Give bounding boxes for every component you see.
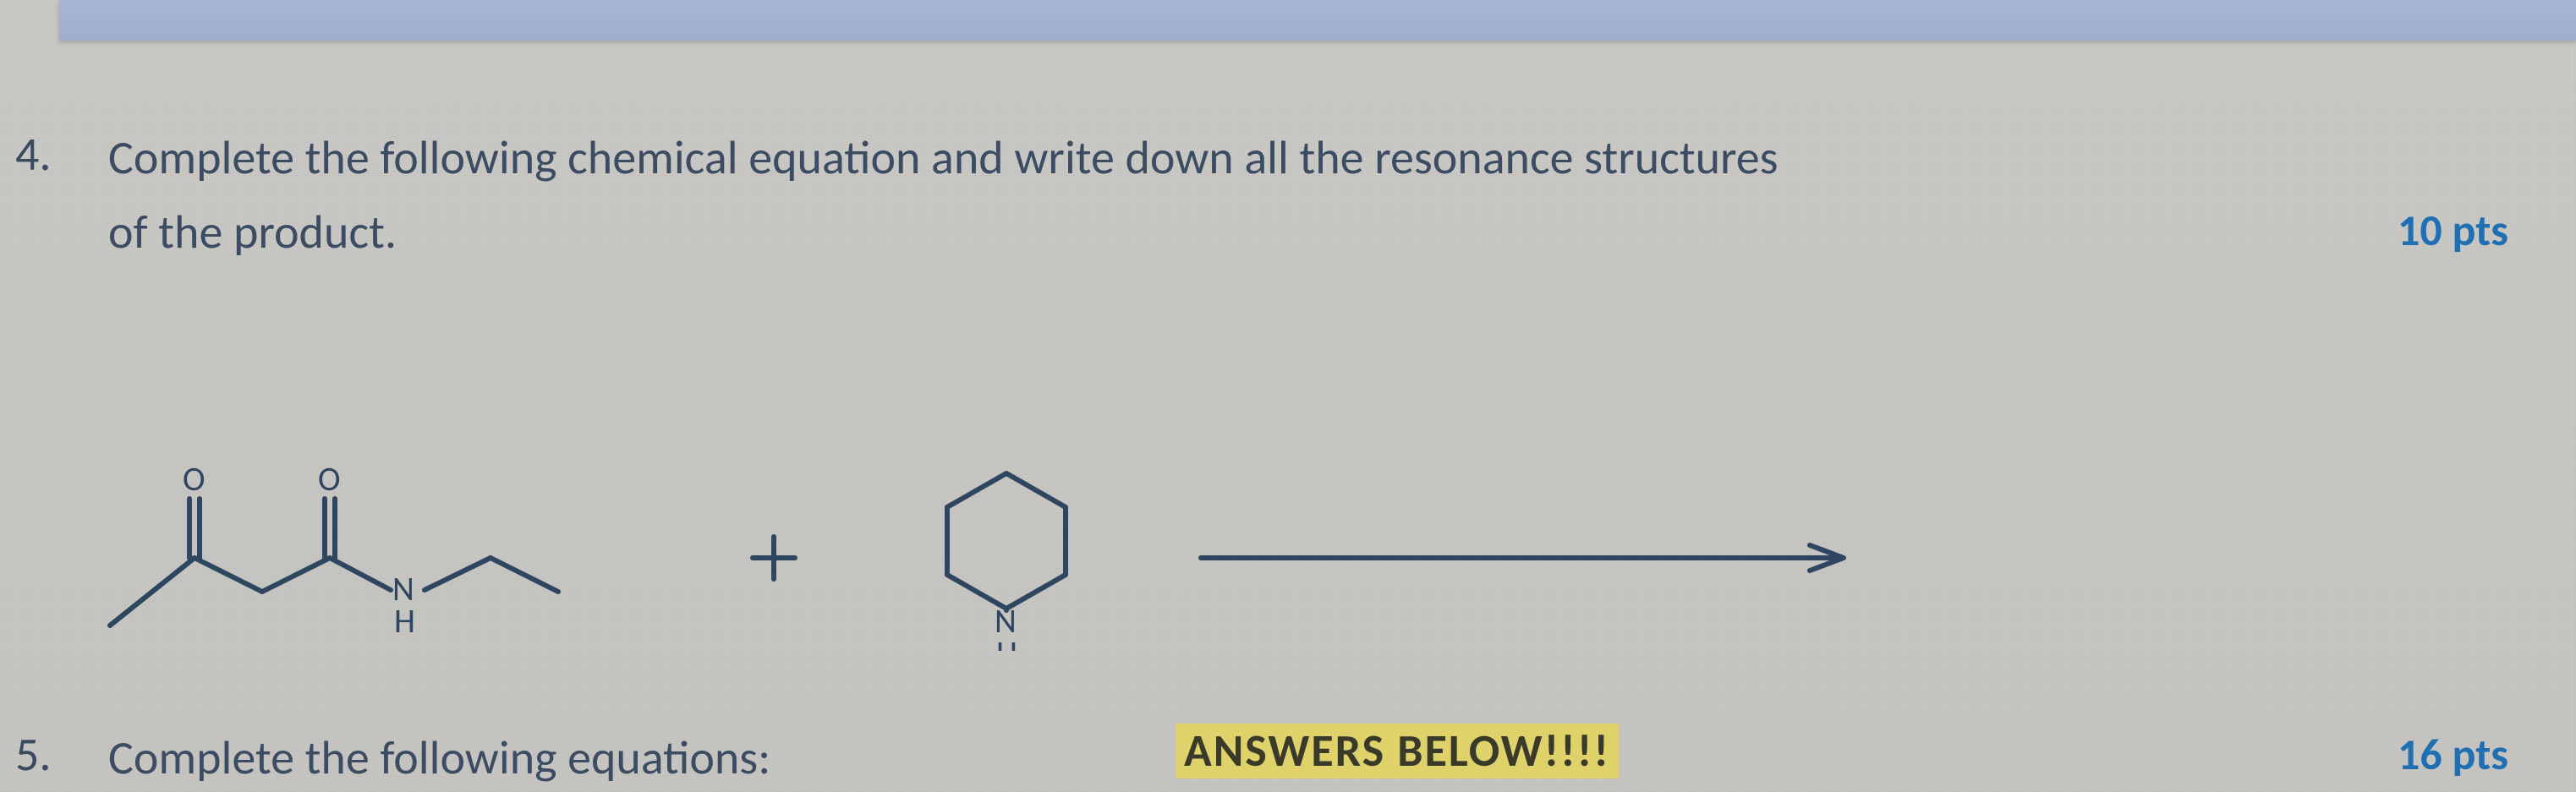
question-4-points: 10 pts (2398, 203, 2508, 257)
reaction-arrow (1201, 545, 1844, 571)
question-5-line1: Complete the following equations: (108, 727, 770, 791)
plus-sign (753, 537, 795, 579)
question-4-line1: Complete the following chemical equation… (108, 127, 1779, 191)
question-4-number: 4. (8, 127, 108, 183)
reaction-svg: O O N H N H (93, 397, 2461, 651)
atom-H2: H (996, 632, 1017, 651)
answers-banner: ANSWERS BELOW!!!! (1176, 724, 1619, 778)
question-5-number: 5. (8, 727, 108, 784)
atom-labels: O O N H N H (183, 458, 1017, 651)
reagent-1 (110, 499, 558, 625)
reaction-scheme: O O N H N H (93, 397, 2461, 651)
question-4-row1: 4. Complete the following chemical equat… (8, 127, 1779, 191)
question-5-points: 16 pts (2398, 727, 2508, 781)
question-4-row2: of the product. (8, 201, 397, 265)
header-band (59, 0, 2576, 41)
question-5-row: 5. Complete the following equations: (8, 727, 770, 791)
atom-O2: O (318, 458, 340, 500)
atom-O1: O (183, 458, 205, 500)
reagent-2 (947, 473, 1066, 609)
atom-H1: H (394, 600, 415, 642)
question-4-line2: of the product. (108, 201, 397, 265)
